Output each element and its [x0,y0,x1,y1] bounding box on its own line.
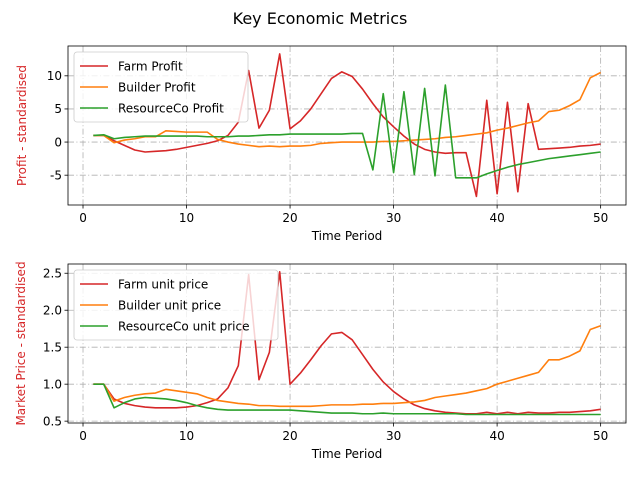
price-axes-frame [67,263,627,424]
profit-x-tick-label: 40 [489,211,504,225]
price-series-line-2 [93,383,601,416]
profit-y-tick-label: 10 [47,69,62,83]
profit-x-tick-label: 10 [179,211,194,225]
price-y-tick-label: 0.5 [43,414,62,428]
price-y-axis-label: Market Price - standardised [14,261,28,425]
profit-legend-label-2: ResourceCo Profit [118,102,224,116]
profit-x-tick-label: 50 [593,211,608,225]
price-y-tick-label: 2.5 [43,267,62,281]
profit-y-tick-label: -5 [50,168,62,182]
profit-series-line-2 [93,84,601,179]
profit-x-tick-label: 30 [386,211,401,225]
figure-title: Key Economic Metrics [233,9,408,28]
price-legend-label-0: Farm unit price [118,278,208,292]
profit-axes-frame [67,45,627,206]
profit-x-tick-label: 20 [282,211,297,225]
price-legend-label-2: ResourceCo unit price [118,320,250,334]
profit-legend-label-0: Farm Profit [118,60,183,74]
profit-x-tick-label: 0 [79,211,87,225]
profit-y-tick-label: 5 [54,102,62,116]
profit-y-tick-label: 0 [54,135,62,149]
price-x-tick-label: 40 [489,429,504,443]
profit-series-line-1 [93,71,602,148]
price-x-tick-label: 30 [386,429,401,443]
price-legend-label-1: Builder unit price [118,299,221,313]
price-y-tick-label: 2.0 [43,304,62,318]
profit-x-axis-label: Time Period [311,229,383,243]
price-x-tick-label: 20 [282,429,297,443]
price-legend [73,269,279,341]
price-x-tick-label: 0 [79,429,87,443]
profit-legend-label-1: Builder Profit [118,81,196,95]
price-chart: 0 10 20 30 40 50 0.5 1.0 1.5 2.0 2.5 Time Period Mar… [14,261,627,461]
price-x-tick-label: 50 [593,429,608,443]
price-series-line-1 [93,324,601,408]
profit-y-axis-label: Profit - standardised [15,65,29,186]
profit-series-line-0 [93,53,601,198]
profit-legend [73,51,249,123]
profit-chart: 0 10 20 30 40 50 -5 0 5 10 Time Period Profit - sta… [15,45,627,243]
price-x-axis-label: Time Period [311,447,383,461]
price-y-tick-label: 1.0 [43,377,62,391]
price-series-line-0 [93,270,601,415]
price-x-tick-label: 10 [179,429,194,443]
price-y-tick-label: 1.5 [43,340,62,354]
